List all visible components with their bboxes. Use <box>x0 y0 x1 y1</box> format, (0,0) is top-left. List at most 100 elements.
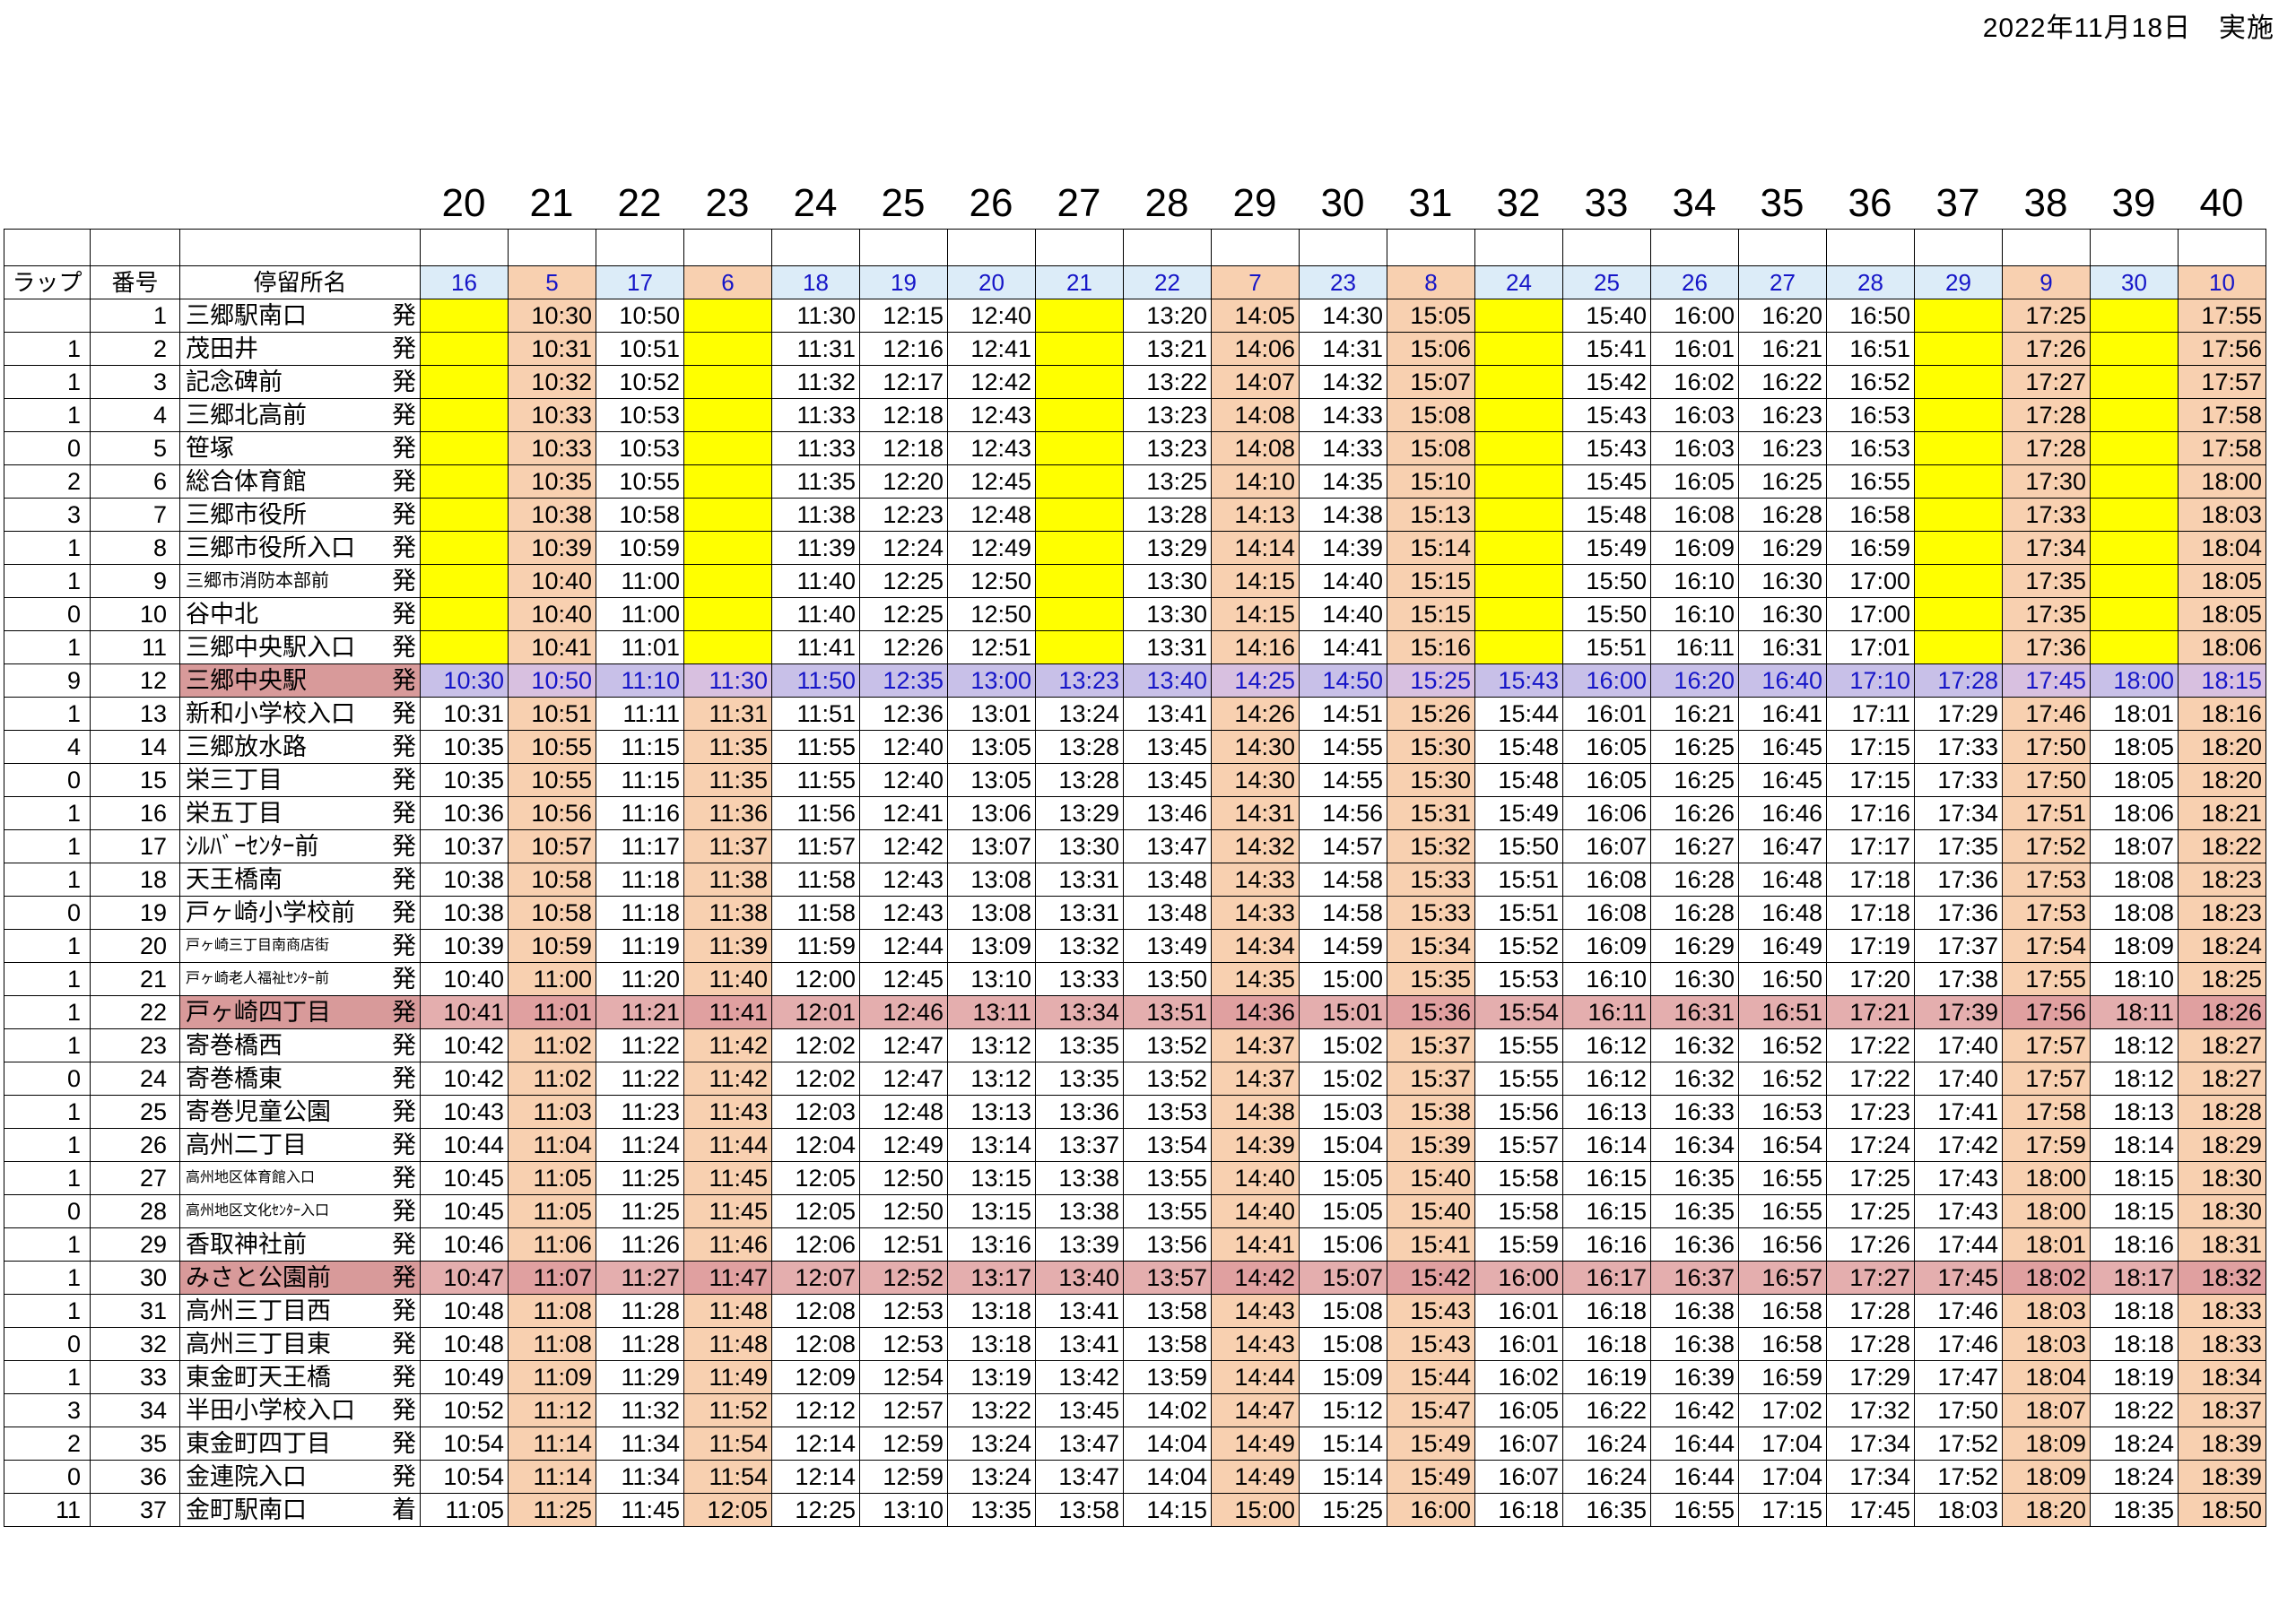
time-cell: 10:56 <box>508 796 596 830</box>
dep-arr-marker: 発 <box>384 1327 421 1361</box>
time-cell: 17:58 <box>2178 431 2266 465</box>
timetable-row: 0 28 高州地区文化ｾﾝﾀｰ入口発 10:45 11:05 11:25 11:45 12:0… <box>4 1194 2266 1228</box>
lap-cell: 1 <box>4 929 91 963</box>
time-cell: 16:07 <box>1474 1427 1563 1461</box>
time-cell: 18:04 <box>2002 1360 2091 1394</box>
time-cell: 11:16 <box>596 796 684 830</box>
time-cell: 16:02 <box>1650 365 1739 399</box>
time-cell: 16:32 <box>1650 1028 1739 1062</box>
time-cell: 15:48 <box>1474 763 1563 797</box>
time-cell: 17:00 <box>1826 564 1915 598</box>
timetable: ラップ 番号 停留所名 16 5 17 6 18 19 20 21 22 7 23 8 24 25 26 27 28 2… <box>4 229 2266 1527</box>
time-cell: 13:36 <box>1035 1095 1124 1129</box>
time-cell: 12:59 <box>859 1427 948 1461</box>
time-cell: 18:24 <box>2090 1427 2179 1461</box>
time-cell: 15:32 <box>1387 829 1475 863</box>
time-cell: 10:49 <box>420 1360 509 1394</box>
time-cell: 17:25 <box>1826 1161 1915 1195</box>
time-cell: 11:10 <box>596 663 684 698</box>
dep-arr-marker: 発 <box>384 398 421 432</box>
time-cell: 12:35 <box>859 663 948 698</box>
timetable-row: 1 30 みさと公園前発 10:47 11:07 11:27 11:47 12:07 12:52… <box>4 1261 2266 1295</box>
time-cell: 10:43 <box>420 1095 509 1129</box>
time-cell: 11:20 <box>596 962 684 996</box>
time-cell: 10:45 <box>420 1194 509 1228</box>
time-cell: 10:58 <box>508 863 596 897</box>
spacer-cell <box>1474 229 1563 266</box>
time-cell: 16:01 <box>1474 1294 1563 1328</box>
time-cell: 18:09 <box>2002 1427 2091 1461</box>
stop-name: 金連院入口 <box>179 1460 385 1494</box>
trip-column-number: 34 <box>1672 181 1717 225</box>
time-cell: 18:33 <box>2178 1327 2266 1361</box>
time-cell: 13:38 <box>1035 1161 1124 1195</box>
time-cell: 13:05 <box>947 763 1036 797</box>
time-cell <box>2090 630 2179 664</box>
time-cell <box>420 498 509 532</box>
time-cell: 12:42 <box>947 365 1036 399</box>
time-cell: 17:50 <box>2002 730 2091 764</box>
time-cell: 12:08 <box>771 1294 860 1328</box>
time-cell: 12:50 <box>859 1161 948 1195</box>
time-cell: 13:41 <box>1035 1327 1124 1361</box>
time-cell: 13:38 <box>1035 1194 1124 1228</box>
time-cell: 13:13 <box>947 1095 1036 1129</box>
time-cell: 14:38 <box>1299 498 1387 532</box>
time-cell: 12:06 <box>771 1227 860 1262</box>
time-cell: 10:53 <box>596 398 684 432</box>
time-cell: 15:37 <box>1387 1028 1475 1062</box>
time-cell: 16:45 <box>1738 730 1827 764</box>
stop-name: 高州地区文化ｾﾝﾀｰ入口 <box>179 1194 385 1228</box>
time-cell: 11:24 <box>596 1128 684 1162</box>
dep-arr-marker: 発 <box>384 1128 421 1162</box>
time-cell: 14:44 <box>1211 1360 1300 1394</box>
time-cell: 11:48 <box>683 1294 772 1328</box>
time-cell: 17:45 <box>1826 1493 1915 1527</box>
spacer-cell <box>683 229 772 266</box>
stop-number: 23 <box>90 1028 180 1062</box>
stop-name: 寄巻橋東 <box>179 1062 385 1096</box>
time-cell: 11:40 <box>771 564 860 598</box>
stop-number: 1 <box>90 299 180 333</box>
time-cell: 18:03 <box>2002 1294 2091 1328</box>
time-cell: 13:45 <box>1035 1393 1124 1427</box>
time-cell: 18:03 <box>2178 498 2266 532</box>
time-cell: 17:59 <box>2002 1128 2091 1162</box>
time-cell: 18:12 <box>2090 1028 2179 1062</box>
time-cell: 11:31 <box>683 697 772 731</box>
time-cell: 11:28 <box>596 1294 684 1328</box>
timetable-row: 0 19 戸ヶ崎小学校前発 10:38 10:58 11:18 11:38 11:58 12:4… <box>4 896 2266 930</box>
time-cell: 15:02 <box>1299 1062 1387 1096</box>
time-cell: 16:44 <box>1650 1427 1739 1461</box>
timetable-row: 4 14 三郷放水路発 10:35 10:55 11:15 11:35 11:55 12:40 1… <box>4 730 2266 764</box>
time-cell: 16:55 <box>1826 464 1915 499</box>
time-cell: 16:12 <box>1562 1062 1651 1096</box>
stop-name: 東金町天王橋 <box>179 1360 385 1394</box>
time-cell: 10:38 <box>508 498 596 532</box>
trip-number-header: 24 <box>1474 265 1563 299</box>
lap-cell: 1 <box>4 962 91 996</box>
time-cell: 10:54 <box>420 1460 509 1494</box>
time-cell <box>1914 332 2003 366</box>
time-cell: 10:52 <box>596 365 684 399</box>
spacer-cell <box>1914 229 2003 266</box>
time-cell: 11:02 <box>508 1062 596 1096</box>
time-cell <box>683 531 772 565</box>
time-cell: 11:59 <box>771 929 860 963</box>
timetable-row: 0 36 金連院入口発 10:54 11:14 11:34 11:54 12:14 12:59 1… <box>4 1460 2266 1494</box>
stop-name: 金町駅南口 <box>179 1493 385 1527</box>
time-cell: 17:58 <box>2002 1095 2091 1129</box>
time-cell: 11:03 <box>508 1095 596 1129</box>
time-cell: 11:54 <box>683 1427 772 1461</box>
time-cell: 16:27 <box>1650 829 1739 863</box>
time-cell: 11:45 <box>596 1493 684 1527</box>
time-cell: 11:36 <box>683 796 772 830</box>
time-cell: 16:21 <box>1738 332 1827 366</box>
lap-cell: 1 <box>4 564 91 598</box>
time-cell: 13:22 <box>947 1393 1036 1427</box>
time-cell: 11:35 <box>771 464 860 499</box>
time-cell: 13:01 <box>947 697 1036 731</box>
time-cell: 15:05 <box>1299 1194 1387 1228</box>
time-cell: 12:14 <box>771 1460 860 1494</box>
time-cell: 18:24 <box>2178 929 2266 963</box>
